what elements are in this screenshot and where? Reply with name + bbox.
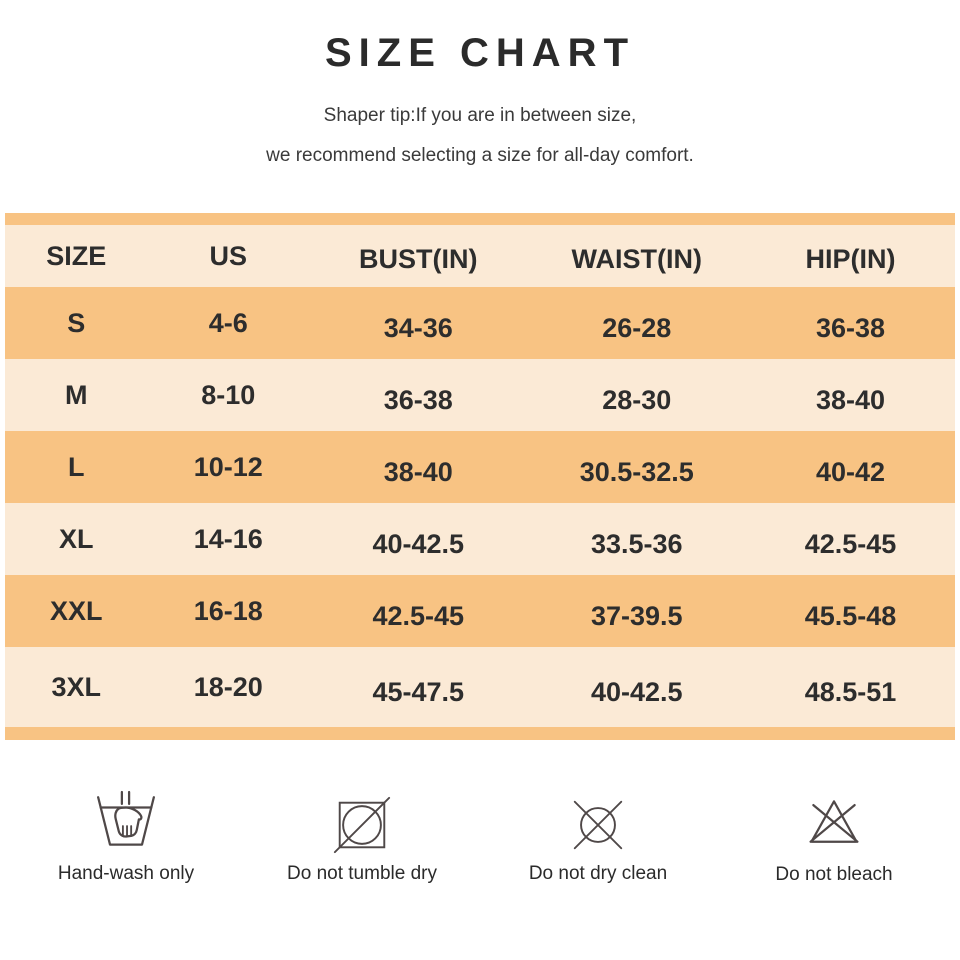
table-row-xl: XL 14-16 40-42.5 33.5-36 42.5-45	[5, 503, 955, 575]
table-row-s: S 4-6 34-36 26-28 36-38	[5, 287, 955, 359]
cell-waist: 33.5-36	[590, 528, 683, 559]
size-chart-table-wrap: SIZE US BUST(IN) WAIST(IN) HIP(IN) S 4-6…	[5, 213, 955, 740]
cell-size: M	[65, 379, 88, 410]
do-not-bleach-icon	[804, 788, 864, 852]
column-header-waist: WAIST(IN)	[571, 243, 702, 274]
cell-bust: 36-38	[383, 384, 453, 415]
tip-line-1: Shaper tip:If you are in between size,	[323, 105, 637, 126]
cell-us: 8-10	[201, 379, 256, 410]
cell-hip: 45.5-48	[804, 600, 897, 631]
cell-us: 10-12	[193, 451, 263, 482]
cell-hip: 36-38	[815, 312, 886, 343]
cell-size: 3XL	[51, 671, 102, 702]
cell-bust: 42.5-45	[372, 600, 465, 631]
table-top-strip	[5, 213, 955, 225]
cell-waist: 26-28	[602, 312, 672, 343]
do-not-tumble-dry-icon	[331, 788, 393, 856]
column-header-us: US	[209, 240, 247, 271]
cell-waist: 30.5-32.5	[579, 456, 694, 487]
care-item-do-not-dry-clean: Do not dry clean	[480, 788, 716, 886]
page-title: SIZE CHART	[325, 31, 635, 75]
cell-bust: 45-47.5	[372, 676, 465, 707]
care-item-hand-wash: Hand-wash only	[8, 788, 244, 886]
table-row-3xl: 3XL 18-20 45-47.5 40-42.5 48.5-51	[5, 647, 955, 727]
cell-size: XXL	[49, 595, 103, 626]
cell-us: 14-16	[193, 523, 263, 554]
table-bottom-strip	[5, 727, 955, 740]
cell-size: L	[68, 451, 85, 482]
cell-bust: 34-36	[383, 312, 453, 343]
cell-size: XL	[58, 523, 94, 554]
cell-hip: 38-40	[815, 384, 886, 415]
cell-us: 18-20	[193, 671, 263, 702]
cell-waist: 37-39.5	[590, 600, 683, 631]
size-table: SIZE US BUST(IN) WAIST(IN) HIP(IN) S 4-6…	[5, 225, 955, 727]
care-label: Do not dry clean	[528, 863, 668, 884]
cell-us: 16-18	[193, 595, 263, 626]
cell-size: S	[67, 307, 86, 338]
cell-waist: 40-42.5	[590, 676, 683, 707]
do-not-dry-clean-icon	[567, 788, 629, 856]
table-row-xxl: XXL 16-18 42.5-45 37-39.5 45.5-48	[5, 575, 955, 647]
cell-waist: 28-30	[602, 384, 672, 415]
care-label: Do not tumble dry	[287, 863, 437, 884]
table-header-row: SIZE US BUST(IN) WAIST(IN) HIP(IN)	[5, 225, 955, 287]
care-instructions-row: Hand-wash only Do not tumble dry Do not …	[0, 788, 960, 886]
table-row-l: L 10-12 38-40 30.5-32.5 40-42	[5, 431, 955, 503]
table-row-m: M 8-10 36-38 28-30 38-40	[5, 359, 955, 431]
cell-hip: 48.5-51	[804, 676, 897, 707]
cell-us: 4-6	[208, 307, 248, 338]
tip-line-2: we recommend selecting a size for all-da…	[266, 145, 694, 166]
column-header-bust: BUST(IN)	[359, 243, 478, 274]
cell-bust: 38-40	[383, 456, 453, 487]
hand-wash-icon	[93, 788, 159, 856]
care-item-do-not-bleach: Do not bleach	[716, 788, 952, 886]
care-label: Do not bleach	[775, 864, 893, 885]
cell-hip: 40-42	[815, 456, 886, 487]
care-label: Hand-wash only	[57, 863, 195, 884]
care-item-do-not-tumble-dry: Do not tumble dry	[244, 788, 480, 886]
cell-bust: 40-42.5	[372, 528, 465, 559]
column-header-size: SIZE	[46, 240, 107, 271]
cell-hip: 42.5-45	[804, 528, 897, 559]
column-header-hip: HIP(IN)	[805, 243, 896, 274]
